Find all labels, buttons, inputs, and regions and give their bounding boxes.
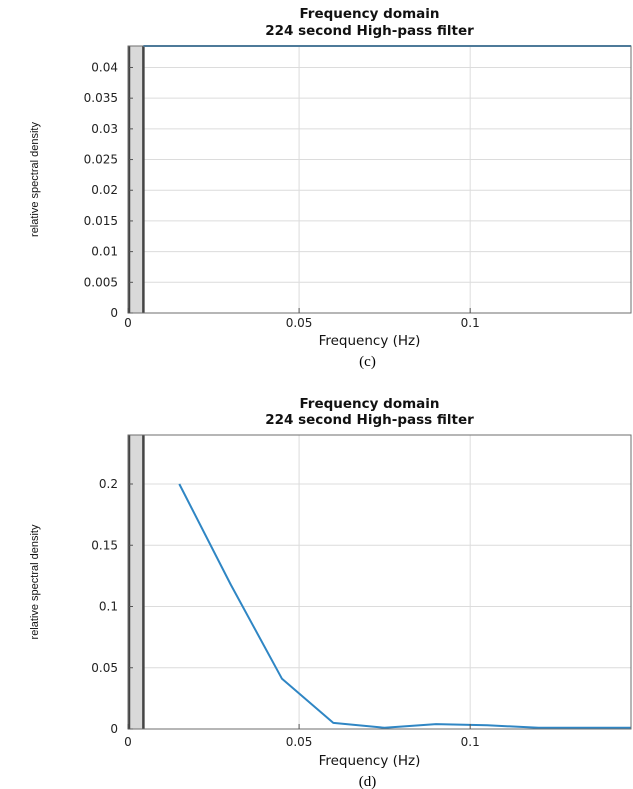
figure-caption: (c) [359,354,376,370]
chart-subtitle: 224 second High-pass filter [265,23,474,39]
y-tick-label: 0.035 [84,91,118,105]
y-tick-label: 0.005 [84,275,118,289]
filter-band [128,435,144,729]
y-tick-label: 0.04 [91,60,118,74]
x-tick-label: 0.05 [286,316,313,330]
x-tick-label: 0.1 [461,316,480,330]
axes-box [127,45,632,314]
y-tick-label: 0.05 [91,661,118,675]
chart-panel: 0 0.05 0.1 0.15 0.2 0 0.05 0.1 Frequency domain2… [29,396,632,789]
filter-band [128,46,144,313]
x-axis-label: Frequency (Hz) [319,753,421,769]
x-tick-label: 0 [124,735,132,749]
x-tick-label: 0.05 [286,735,313,749]
x-tick-label: 0.1 [461,735,480,749]
y-axis-label: relative spectral density [29,524,41,639]
y-tick-label: 0.15 [91,538,118,552]
plot-area [128,46,631,313]
y-tick-label: 0.03 [91,122,118,136]
plot-area [128,435,631,729]
y-tick-label: 0.01 [91,245,118,259]
y-axis-label: relative spectral density [29,122,41,237]
chart-subtitle: 224 second High-pass filter [265,412,474,428]
chart-title: Frequency domain [299,396,439,412]
y-tick-label: 0.2 [99,477,118,491]
figure-caption: (d) [359,774,377,789]
axes-box [127,434,632,730]
y-tick-label: 0 [110,722,118,736]
x-axis-label: Frequency (Hz) [319,333,421,349]
series-line [178,483,631,729]
chart-title: Frequency domain [299,6,439,22]
y-tick-label: 0.02 [91,183,118,197]
chart-panel: 0 0.005 0.01 0.015 0.02 0.025 0.03 0.035 0.04 0 0.… [29,6,632,370]
y-tick-label: 0.015 [84,214,118,228]
x-tick-label: 0 [124,316,132,330]
y-tick-label: 0.025 [84,153,118,167]
y-tick-label: 0.1 [99,600,118,614]
y-tick-label: 0 [110,306,118,320]
